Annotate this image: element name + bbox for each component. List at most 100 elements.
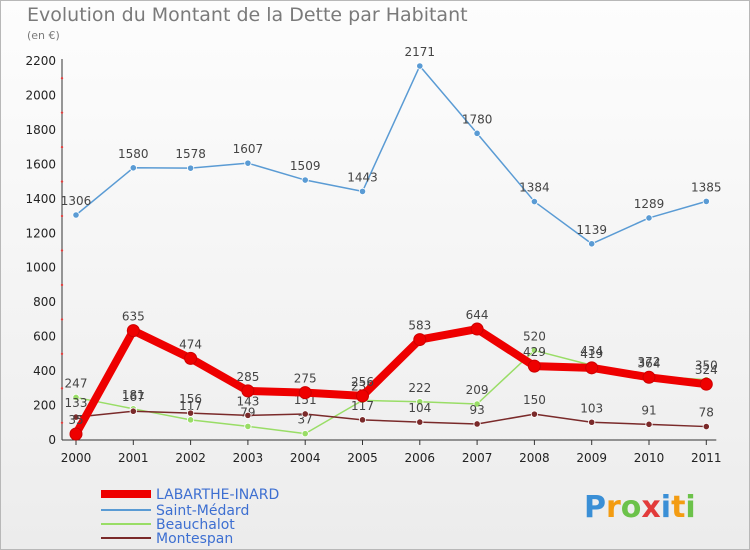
y-tick-label: 600 [33, 330, 56, 344]
data-label: 1443 [347, 170, 378, 184]
legend-label: Montespan [156, 531, 233, 547]
y-minor-tick [60, 77, 64, 80]
data-point [702, 197, 710, 206]
x-tick-label: 2002 [175, 451, 206, 465]
data-label: 78 [699, 406, 714, 420]
data-point [187, 416, 195, 424]
data-point [588, 418, 596, 426]
y-minor-tick [60, 387, 64, 390]
data-point [244, 422, 252, 430]
data-point [642, 370, 656, 384]
data-label: 1289 [634, 197, 665, 211]
x-tick-label: 2007 [462, 451, 493, 465]
y-tick-label: 400 [33, 364, 56, 378]
data-point [356, 389, 369, 403]
data-label: 419 [580, 347, 603, 361]
data-label: 372 [638, 355, 661, 369]
data-label: 37 [298, 413, 313, 427]
y-minor-tick [60, 283, 64, 287]
data-label: 1385 [691, 180, 722, 194]
series-line-montespan [75, 410, 708, 428]
data-label: 635 [122, 310, 145, 324]
logo-letter: P [584, 490, 606, 525]
logo-letter: t [671, 490, 686, 525]
y-tick-label: 2000 [25, 88, 56, 102]
data-point [358, 416, 367, 424]
legend-label: LABARTHE-INARD [156, 487, 279, 503]
legend-label: Saint-Médard [156, 503, 249, 519]
data-label: 35 [68, 413, 83, 427]
data-point [72, 211, 80, 219]
series-line-labarthe-inard [72, 325, 711, 438]
data-label: 117 [351, 399, 374, 413]
data-point [69, 427, 83, 441]
chart-title: Evolution du Montant de la Dette par Hab… [27, 4, 468, 26]
data-point [585, 361, 599, 375]
legend-label: Beauchalot [156, 517, 235, 533]
x-tick-label: 2005 [347, 451, 378, 465]
data-point [184, 351, 198, 365]
data-point [473, 129, 481, 137]
data-point [358, 187, 367, 196]
y-tick-label: 1000 [25, 261, 56, 275]
y-tick-label: 200 [33, 399, 56, 413]
data-point [416, 418, 424, 426]
data-label: 156 [179, 392, 202, 406]
data-point [530, 410, 539, 418]
data-label: 1607 [233, 142, 264, 156]
y-tick-label: 1400 [25, 192, 56, 206]
data-label: 181 [122, 388, 145, 402]
data-point [473, 420, 481, 428]
data-point [301, 410, 309, 418]
data-label: 1306 [61, 194, 92, 208]
y-tick-label: 2200 [25, 54, 56, 68]
data-label: 364 [638, 356, 661, 370]
data-point [187, 164, 195, 172]
logo-letter: x [641, 490, 661, 525]
data-label: 2171 [405, 45, 436, 59]
data-point [187, 409, 195, 417]
data-label: 275 [294, 372, 317, 386]
data-label: 474 [179, 337, 202, 351]
data-point [699, 377, 713, 391]
y-tick-label: 1800 [25, 123, 56, 137]
data-label: 143 [236, 394, 259, 408]
x-tick-label: 2006 [405, 451, 436, 465]
chart-subtitle: (en €) [27, 29, 60, 42]
x-tick-label: 2004 [290, 451, 321, 465]
logo-letter: i [685, 490, 696, 525]
data-label: 1580 [118, 147, 149, 161]
data-label: 285 [236, 370, 259, 384]
y-minor-tick [60, 111, 64, 114]
data-label: 247 [65, 376, 88, 390]
data-point [413, 333, 427, 347]
y-minor-tick [60, 145, 64, 149]
proxiti-logo: Proxiti [584, 490, 696, 525]
x-tick-label: 2008 [519, 451, 550, 465]
data-point [72, 413, 80, 421]
data-point [645, 420, 653, 428]
data-label: 434 [580, 344, 603, 358]
data-label: 103 [580, 401, 603, 415]
data-point [473, 400, 481, 408]
x-tick-label: 2001 [118, 451, 149, 465]
data-label: 222 [408, 381, 431, 395]
data-label: 133 [65, 396, 88, 410]
data-label: 1139 [576, 223, 607, 237]
logo-letter: o [620, 490, 642, 525]
data-label: 93 [469, 403, 484, 417]
data-point [416, 398, 424, 406]
data-label: 104 [408, 401, 431, 415]
data-label: 429 [523, 345, 546, 359]
data-label: 167 [122, 390, 145, 404]
data-label: 91 [641, 403, 656, 417]
data-point [241, 384, 255, 398]
x-tick-label: 2009 [576, 451, 607, 465]
data-point [298, 386, 312, 400]
data-point [301, 176, 309, 184]
data-point [588, 240, 596, 248]
data-point [470, 322, 484, 336]
y-minor-tick [60, 180, 64, 183]
logo-letter: i [660, 490, 672, 525]
data-label: 520 [523, 329, 546, 343]
